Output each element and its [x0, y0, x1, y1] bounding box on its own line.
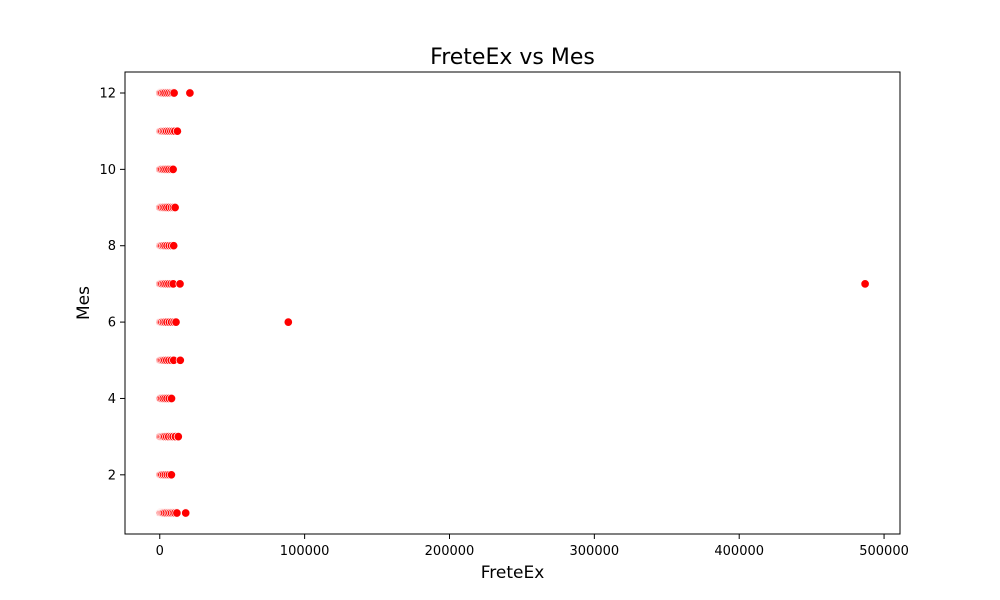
x-axis-label: FreteEx [481, 563, 545, 583]
data-point [283, 317, 293, 327]
data-point [169, 88, 179, 98]
data-points [155, 88, 870, 518]
data-point [166, 470, 176, 480]
data-point [168, 164, 178, 174]
y-tick-label: 2 [108, 468, 116, 483]
data-point [860, 279, 870, 289]
data-point [166, 393, 177, 404]
plot-frame [124, 71, 901, 535]
data-point [185, 88, 195, 98]
y-tick-label: 12 [99, 87, 116, 102]
data-point [175, 355, 185, 365]
data-point [170, 202, 180, 213]
data-point [173, 432, 183, 442]
data-point [181, 508, 191, 518]
data-point [171, 317, 181, 327]
x-tick-label: 0 [156, 544, 164, 559]
x-tick-label: 500000 [859, 544, 909, 559]
data-point [172, 508, 182, 518]
y-axis-ticks: 2 4 6 8 10 12 [99, 87, 125, 483]
x-axis-ticks: 0 100000 200000 300000 400000 500000 [156, 534, 909, 559]
y-tick-label: 8 [108, 239, 116, 254]
data-point [172, 126, 182, 136]
chart-title: FreteEx vs Mes [430, 45, 595, 70]
data-point [175, 279, 185, 289]
x-tick-label: 400000 [714, 544, 764, 559]
y-tick-label: 6 [108, 316, 116, 331]
x-tick-label: 100000 [280, 544, 330, 559]
y-tick-label: 4 [108, 392, 116, 407]
x-tick-label: 200000 [425, 544, 475, 559]
data-point [169, 241, 179, 251]
y-tick-label: 10 [99, 163, 116, 178]
x-tick-label: 300000 [570, 544, 620, 559]
y-axis-label: Mes [74, 286, 94, 320]
